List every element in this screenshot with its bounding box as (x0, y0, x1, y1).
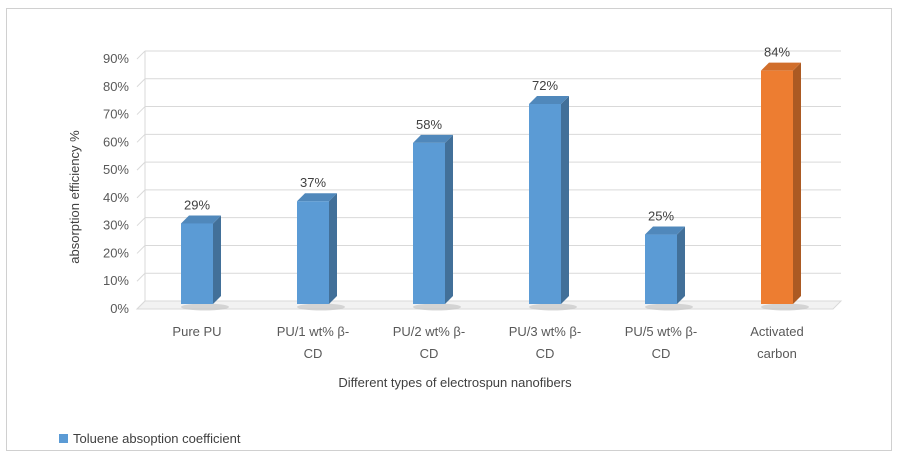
data-label: 58% (416, 117, 442, 132)
gridline-depth (136, 78, 146, 88)
bar-top (645, 226, 685, 235)
bar-shadow (761, 303, 809, 311)
bar-shadow (181, 303, 229, 311)
bar-top (413, 134, 453, 143)
gridline-depth (136, 189, 146, 199)
x-tick-label: Pure PU (172, 324, 221, 339)
y-tick-label: 50% (103, 162, 129, 177)
y-tick-label: 40% (103, 190, 129, 205)
legend-swatch (59, 434, 68, 443)
bar (297, 201, 329, 304)
data-label: 25% (648, 209, 674, 224)
legend-label: Toluene absoption coefficient (73, 431, 241, 446)
bar-shadow (645, 303, 693, 311)
bar-shadow (529, 303, 577, 311)
gridline-depth (136, 133, 146, 143)
bar-side (213, 215, 221, 304)
data-label: 72% (532, 78, 558, 93)
y-tick-label: 20% (103, 245, 129, 260)
chart-frame: 0% 10% 20% 30% 40% 50% 60% 70% 80% 90% 29% Pure PU 3… (6, 8, 892, 451)
bar-side (561, 96, 569, 304)
x-tick-label: CD (304, 346, 323, 361)
bar (413, 142, 445, 304)
bar-side (677, 226, 685, 304)
bar-top (297, 193, 337, 202)
data-label: 29% (184, 197, 210, 212)
gridline-depth (136, 106, 146, 115)
bar-side (793, 62, 801, 304)
x-tick-label: CD (652, 346, 671, 361)
x-tick-label: PU/3 wt% β- (509, 324, 582, 339)
bar-top (761, 62, 801, 71)
gridline-depth (136, 217, 146, 227)
y-axis-title: absorption efficiency % (67, 130, 82, 264)
y-tick-label: 10% (103, 273, 129, 288)
bar-shadow (297, 303, 345, 311)
x-tick-label: Activated (750, 324, 803, 339)
data-label: 84% (764, 45, 790, 60)
gridline-depth (136, 300, 146, 310)
y-tick-label: 80% (103, 79, 129, 94)
x-axis-title: Different types of electrospun nanofiber… (338, 375, 572, 390)
x-tick-label: CD (536, 346, 555, 361)
gridline-depth (136, 161, 146, 171)
x-tick-label: carbon (757, 346, 797, 361)
bar (645, 234, 677, 304)
bar (529, 104, 561, 304)
data-label: 37% (300, 175, 326, 190)
x-tick-label: PU/1 wt% β- (277, 324, 350, 339)
chart-floor (135, 300, 843, 310)
bar-shadow (413, 303, 461, 311)
gridline-depth (136, 50, 146, 60)
x-tick-label: CD (420, 346, 439, 361)
bar-side (445, 134, 453, 304)
y-tick-label: 0% (110, 301, 129, 316)
bar-side (329, 193, 337, 304)
chart-svg: 0% 10% 20% 30% 40% 50% 60% 70% 80% 90% 29% Pure PU 3… (59, 45, 843, 446)
y-tick-label: 70% (103, 107, 129, 122)
x-tick-label: PU/2 wt% β- (393, 324, 466, 339)
bar-top (529, 96, 569, 104)
gridline-depth (136, 245, 146, 254)
bar-top (181, 215, 221, 224)
y-tick-label: 90% (103, 51, 129, 66)
gridline-depth (136, 272, 146, 282)
bar (761, 70, 793, 304)
x-tick-label: PU/5 wt% β- (625, 324, 698, 339)
y-tick-label: 60% (103, 134, 129, 149)
y-tick-label: 30% (103, 218, 129, 233)
bar (181, 223, 213, 304)
